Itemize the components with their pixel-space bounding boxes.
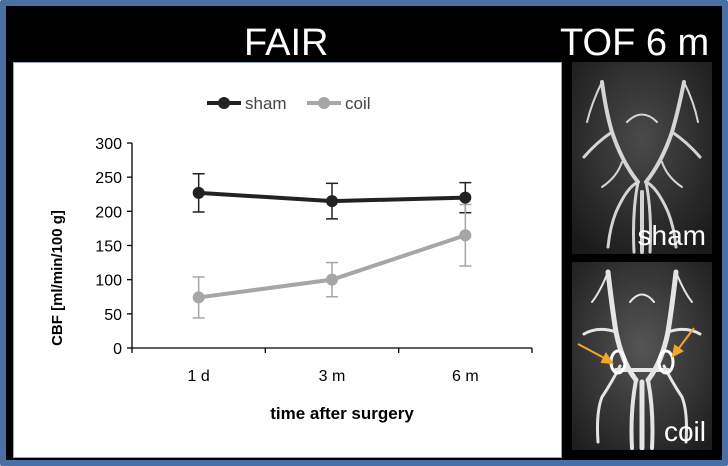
mra-sham-vessels-image (572, 62, 712, 254)
data-point-sham (326, 195, 338, 208)
mra-coil-vessels-image (572, 262, 712, 450)
data-point-sham (192, 186, 205, 199)
legend-label-coil: coil (345, 94, 371, 113)
series-layer (192, 173, 472, 319)
series-sham (192, 173, 472, 220)
yellow-arrow-icon (577, 327, 695, 365)
y-axis-label: CBF [ml/min/100 g] (49, 210, 66, 346)
mra-coil-image: coil (572, 262, 712, 450)
x-tick-label: 3 m (319, 368, 346, 385)
mra-sham-image: sham (572, 62, 712, 254)
data-point-sham (459, 191, 472, 204)
y-tick-label: 250 (95, 170, 122, 187)
y-tick-label: 0 (113, 341, 122, 358)
legend-marker-coil (318, 97, 330, 109)
legend-marker-sham (218, 97, 230, 109)
y-tick-label: 50 (104, 307, 122, 324)
fair-title: FAIR (244, 22, 329, 64)
axes: 0 50 100 150 200 250 300 1 d 3 m 6 m (95, 136, 533, 385)
sham-image-label: sham (637, 220, 706, 251)
series-coil (192, 203, 472, 319)
legend-label-sham: sham (245, 94, 287, 113)
coil-image-label: coil (663, 416, 706, 447)
x-tick-label: 6 m (452, 368, 479, 385)
x-axis-label: time after surgery (270, 404, 414, 423)
y-tick-label: 200 (95, 204, 122, 221)
data-point-coil (326, 273, 338, 286)
chart-panel: sham coil 0 50 100 150 200 250 300 1 d 3 m 6 m CBF… (13, 62, 562, 458)
y-tick-label: 300 (95, 136, 122, 153)
data-point-coil (459, 229, 472, 242)
data-point-coil (192, 291, 205, 304)
y-tick-label: 150 (95, 239, 122, 256)
tof-title: TOF 6 m (560, 22, 710, 64)
x-tick-label: 1 d (188, 368, 210, 385)
legend: sham coil (207, 94, 371, 113)
cbf-line-chart: sham coil 0 50 100 150 200 250 300 1 d 3 m 6 m CBF… (49, 94, 533, 423)
y-tick-label: 100 (95, 273, 122, 290)
